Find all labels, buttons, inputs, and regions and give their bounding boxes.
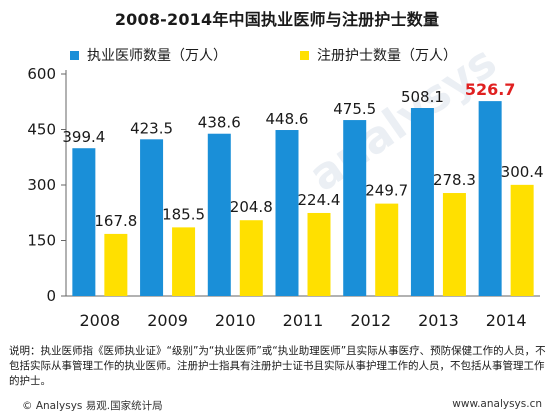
doctor-value-label-2012: 475.5 xyxy=(333,100,376,118)
y-tick-label-150: 150 xyxy=(27,232,56,250)
y-tick-label-450: 450 xyxy=(27,121,56,139)
doctor-bar-2010 xyxy=(207,133,231,296)
legend-label-doctors: 执业医师数量（万人） xyxy=(87,48,227,64)
nurse-value-label-2012: 249.7 xyxy=(365,182,408,200)
doctor-bar-2014 xyxy=(478,101,502,296)
doctor-bar-2008 xyxy=(72,148,96,296)
x-tick-label-2011: 2011 xyxy=(283,311,324,330)
nurse-bar-2009 xyxy=(172,227,196,296)
nurse-bar-2012 xyxy=(375,203,399,296)
nurse-bar-2008 xyxy=(104,233,128,296)
nurse-bar-2014 xyxy=(510,184,534,296)
x-tick-label-2014: 2014 xyxy=(486,311,527,330)
nurse-value-label-2010: 204.8 xyxy=(230,198,273,216)
nurse-bar-2010 xyxy=(239,220,263,296)
nurse-bar-2013 xyxy=(442,193,466,296)
legend-item-doctors: 执业医师数量（万人） xyxy=(70,45,227,65)
nurse-bar-2011 xyxy=(307,212,331,296)
nurse-value-label-2008: 167.8 xyxy=(94,212,137,230)
chart-note: 说明：执业医师指《医师执业证》“级别”为“执业医师”或“执业助理医师”且实际从事… xyxy=(9,345,546,387)
doctor-bar-2013 xyxy=(410,108,434,297)
legend-label-nurses: 注册护士数量（万人） xyxy=(317,48,457,64)
source-credit: © Analysys 易观.国家统计局 xyxy=(22,400,163,412)
doctor-bar-2012 xyxy=(343,120,367,296)
y-tick-label-300: 300 xyxy=(27,176,56,194)
doctor-bar-2011 xyxy=(275,130,299,296)
x-tick-label-2010: 2010 xyxy=(215,311,256,330)
legend-item-nurses: 注册护士数量（万人） xyxy=(300,45,457,65)
doctor-value-label-2014: 526.7 xyxy=(465,80,516,99)
nurse-value-label-2014: 300.4 xyxy=(501,163,544,181)
nurse-value-label-2009: 185.5 xyxy=(162,205,205,223)
nurse-value-label-2011: 224.4 xyxy=(298,191,341,209)
legend-swatch-nurses xyxy=(300,50,309,60)
doctor-value-label-2009: 423.5 xyxy=(130,119,173,137)
x-tick-label-2013: 2013 xyxy=(418,311,459,330)
y-tick-label-0: 0 xyxy=(46,287,56,305)
x-tick-label-2012: 2012 xyxy=(350,311,391,330)
chart-plot: 0 150 300 450 600 399.4 167.8 2008 423.5 185.5 200… xyxy=(27,65,544,330)
legend-swatch-doctors xyxy=(70,50,79,60)
doctor-value-label-2008: 399.4 xyxy=(62,128,105,146)
chart-title: 2008-2014年中国执业医师与注册护士数量 xyxy=(114,10,440,29)
doctor-value-label-2011: 448.6 xyxy=(266,110,309,128)
doctor-value-label-2013: 508.1 xyxy=(401,88,444,106)
x-tick-label-2009: 2009 xyxy=(147,311,188,330)
doctor-value-label-2010: 438.6 xyxy=(198,114,241,132)
x-tick-label-2008: 2008 xyxy=(79,311,120,330)
doctor-bar-2009 xyxy=(140,139,164,296)
nurse-value-label-2013: 278.3 xyxy=(433,171,476,189)
source-url: www.analysys.cn xyxy=(452,398,542,410)
y-tick-label-600: 600 xyxy=(27,65,56,83)
